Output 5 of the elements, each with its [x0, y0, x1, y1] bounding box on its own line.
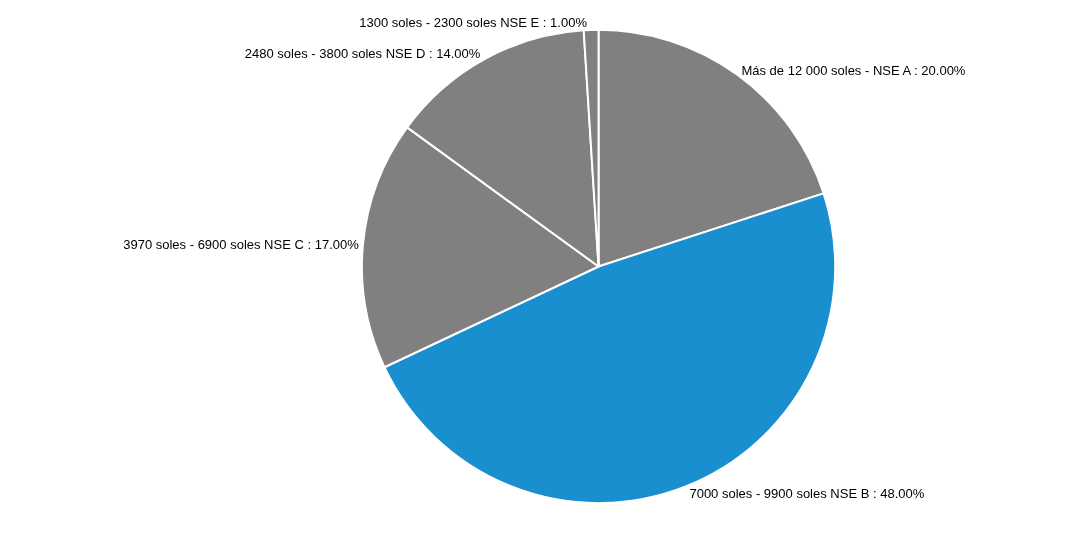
slice-label: 1300 soles - 2300 soles NSE E : 1.00%: [359, 14, 588, 30]
slice-label: 7000 soles - 9900 soles NSE B : 48.00%: [689, 485, 925, 501]
slice-label: 3970 soles - 6900 soles NSE C : 17.00%: [123, 236, 360, 252]
slice-label: Más de 12 000 soles - NSE A : 20.00%: [741, 62, 966, 78]
slice-label: 2480 soles - 3800 soles NSE D : 14.00%: [244, 45, 481, 61]
